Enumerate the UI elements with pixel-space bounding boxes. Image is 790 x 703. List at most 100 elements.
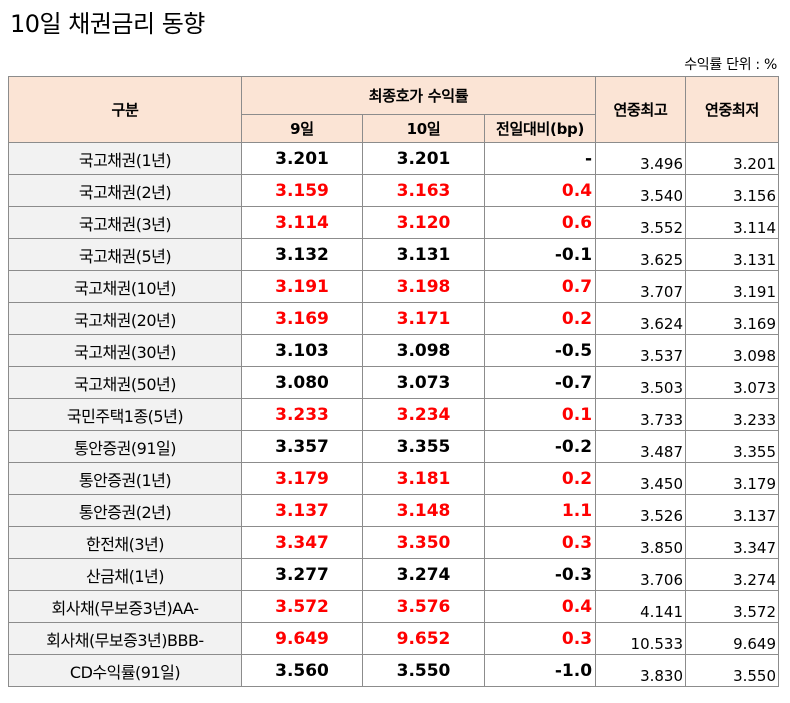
row-category: 회사채(무보증3년)AA- <box>8 590 242 623</box>
row-yield-day10: 3.355 <box>362 430 485 463</box>
row-yield-day9: 3.233 <box>241 398 363 431</box>
row-change-bp: 0.7 <box>483 270 597 303</box>
table-row: 국고채권(2년) 3.159 3.163 0.4 3.540 3.156 <box>8 174 780 207</box>
row-yield-day10: 3.181 <box>362 462 485 495</box>
header-category: 구분 <box>8 76 242 143</box>
table-row: 한전채(3년) 3.347 3.350 0.3 3.850 3.347 <box>8 526 780 559</box>
row-change-bp: -0.3 <box>483 558 597 591</box>
row-year-high: 3.625 <box>595 238 687 271</box>
row-change-bp: -1.0 <box>483 654 597 687</box>
header-year-high: 연중최고 <box>595 76 687 143</box>
row-yield-day10: 9.652 <box>362 622 485 655</box>
row-year-high: 3.707 <box>595 270 687 303</box>
row-yield-day10: 3.171 <box>362 302 485 335</box>
header-day9: 9일 <box>241 114 363 143</box>
row-year-low: 3.550 <box>685 654 780 687</box>
table-row: 산금채(1년) 3.277 3.274 -0.3 3.706 3.274 <box>8 558 780 591</box>
row-change-bp: -0.5 <box>483 334 597 367</box>
row-year-high: 3.450 <box>595 462 687 495</box>
table-row: 통안증권(91일) 3.357 3.355 -0.2 3.487 3.355 <box>8 430 780 463</box>
row-year-high: 3.624 <box>595 302 687 335</box>
row-category: 국고채권(5년) <box>8 238 242 271</box>
row-year-low: 3.201 <box>685 142 780 175</box>
row-year-high: 3.537 <box>595 334 687 367</box>
row-change-bp: 0.2 <box>483 302 597 335</box>
row-yield-day9: 3.137 <box>241 494 363 527</box>
row-yield-day10: 3.163 <box>362 174 485 207</box>
row-yield-day9: 3.132 <box>241 238 363 271</box>
row-yield-day9: 3.560 <box>241 654 363 687</box>
row-year-low: 3.347 <box>685 526 780 559</box>
row-yield-day10: 3.201 <box>362 142 485 175</box>
row-yield-day9: 3.347 <box>241 526 363 559</box>
row-yield-day9: 3.191 <box>241 270 363 303</box>
row-category: 국고채권(10년) <box>8 270 242 303</box>
table-row: 국고채권(1년) 3.201 3.201-3.496 3.201 <box>8 142 780 175</box>
table-row: 회사채(무보증3년)BBB- 9.649 9.652 0.3 10.533 9.649 <box>8 622 780 655</box>
table-row: 회사채(무보증3년)AA- 3.572 3.576 0.4 4.141 3.572 <box>8 590 780 623</box>
row-year-high: 3.830 <box>595 654 687 687</box>
row-change-bp: -0.7 <box>483 366 597 399</box>
row-year-high: 3.706 <box>595 558 687 591</box>
header-day10: 10일 <box>362 114 485 143</box>
row-category: 한전채(3년) <box>8 526 242 559</box>
bond-yield-table: 구분 최종호가 수익률 연중최고 연중최저 9일 10일 전일대비(bp) 국고… <box>8 76 780 687</box>
row-year-high: 3.552 <box>595 206 687 239</box>
table-row: 국고채권(50년) 3.080 3.073 -0.7 3.503 3.073 <box>8 366 780 399</box>
row-yield-day10: 3.131 <box>362 238 485 271</box>
row-category: 국민주택1종(5년) <box>8 398 242 431</box>
row-year-high: 4.141 <box>595 590 687 623</box>
row-category: 회사채(무보증3년)BBB- <box>8 622 242 655</box>
row-yield-day10: 3.198 <box>362 270 485 303</box>
header-change: 전일대비(bp) <box>483 114 597 143</box>
row-yield-day10: 3.098 <box>362 334 485 367</box>
row-yield-day9: 3.277 <box>241 558 363 591</box>
row-year-low: 3.073 <box>685 366 780 399</box>
row-category: 국고채권(2년) <box>8 174 242 207</box>
header-closing-yield: 최종호가 수익률 <box>240 76 597 115</box>
row-category: 통안증권(2년) <box>8 494 242 527</box>
page-title: 10일 채권금리 동향 <box>10 10 205 38</box>
row-yield-day9: 3.114 <box>241 206 363 239</box>
row-year-low: 3.131 <box>685 238 780 271</box>
table-row: 국고채권(30년) 3.103 3.098 -0.5 3.537 3.098 <box>8 334 780 367</box>
row-year-low: 3.191 <box>685 270 780 303</box>
row-year-high: 3.733 <box>595 398 687 431</box>
table-row: 국고채권(5년) 3.132 3.131 -0.1 3.625 3.131 <box>8 238 780 271</box>
row-year-high: 3.503 <box>595 366 687 399</box>
table-body: 국고채권(1년) 3.201 3.201-3.496 3.201 국고채권(2년) 3.1… <box>8 142 780 687</box>
row-yield-day10: 3.274 <box>362 558 485 591</box>
row-year-high: 10.533 <box>595 622 687 655</box>
table-row: 국고채권(10년) 3.191 3.198 0.7 3.707 3.191 <box>8 270 780 303</box>
row-change-bp: -0.2 <box>483 430 597 463</box>
row-year-low: 3.137 <box>685 494 780 527</box>
row-yield-day9: 3.169 <box>241 302 363 335</box>
row-yield-day9: 3.357 <box>241 430 363 463</box>
row-category: 통안증권(91일) <box>8 430 242 463</box>
table-row: 통안증권(1년) 3.179 3.181 0.2 3.450 3.179 <box>8 462 780 495</box>
row-yield-day10: 3.550 <box>362 654 485 687</box>
row-category: 통안증권(1년) <box>8 462 242 495</box>
row-year-high: 3.496 <box>595 142 687 175</box>
row-year-low: 3.274 <box>685 558 780 591</box>
row-yield-day10: 3.234 <box>362 398 485 431</box>
table-row: 국고채권(3년) 3.114 3.120 0.6 3.552 3.114 <box>8 206 780 239</box>
row-yield-day9: 9.649 <box>241 622 363 655</box>
row-change-bp: 0.3 <box>483 526 597 559</box>
unit-note: 수익률 단위 : % <box>684 57 777 73</box>
row-category: 국고채권(20년) <box>8 302 242 335</box>
row-category: 산금채(1년) <box>8 558 242 591</box>
row-change-bp: 0.2 <box>483 462 597 495</box>
row-year-low: 9.649 <box>685 622 780 655</box>
row-year-low: 3.179 <box>685 462 780 495</box>
row-yield-day10: 3.148 <box>362 494 485 527</box>
row-category: 국고채권(50년) <box>8 366 242 399</box>
row-change-bp: 0.1 <box>483 398 597 431</box>
table-row: 국고채권(20년) 3.169 3.171 0.2 3.624 3.169 <box>8 302 780 335</box>
row-change-bp: 0.4 <box>483 174 597 207</box>
row-category: 국고채권(3년) <box>8 206 242 239</box>
row-change-bp: - <box>483 142 597 175</box>
row-yield-day9: 3.179 <box>241 462 363 495</box>
row-yield-day10: 3.350 <box>362 526 485 559</box>
row-year-low: 3.114 <box>685 206 780 239</box>
